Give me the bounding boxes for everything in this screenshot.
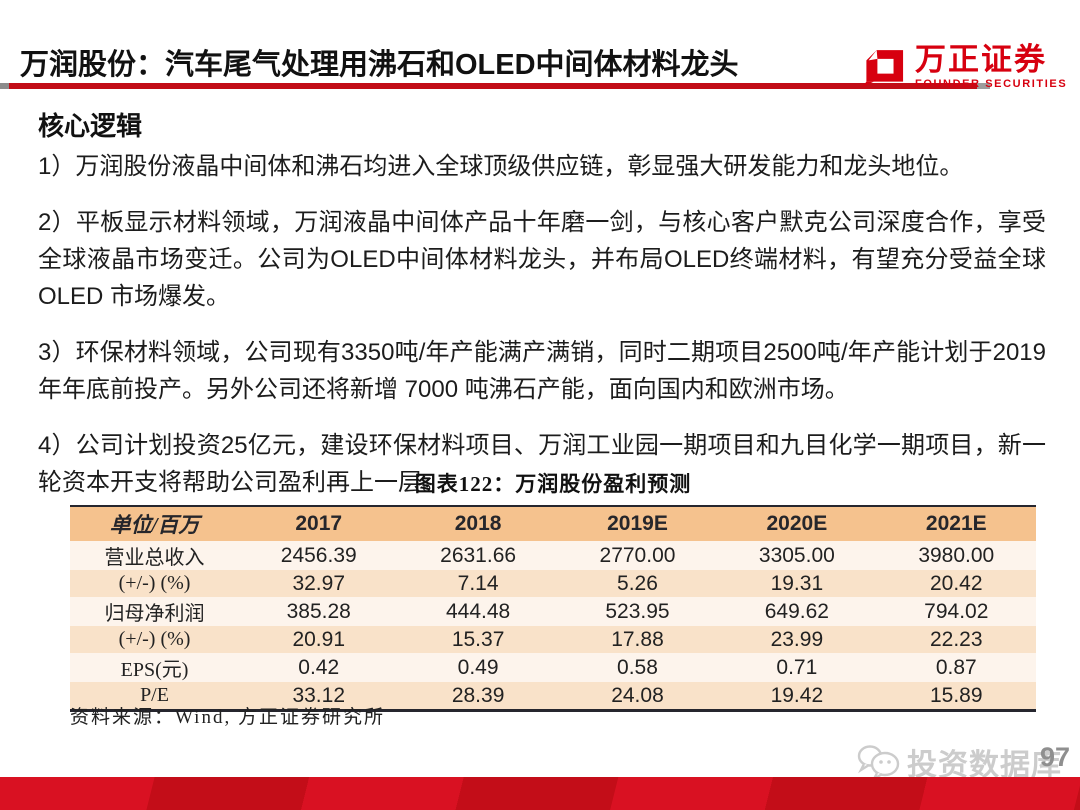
row-label: EPS(元) xyxy=(70,653,240,682)
table-cell: 24.08 xyxy=(557,682,718,711)
table-cell: 20.42 xyxy=(876,570,1036,597)
table-cell: 5.26 xyxy=(557,570,718,597)
table-cell: 17.88 xyxy=(557,626,718,653)
table-row: 归母净利润 385.28 444.48 523.95 649.62 794.02 xyxy=(70,597,1036,626)
key-logic-paragraphs: 1）万润股份液晶中间体和沸石均进入全球顶级供应链，彰显强大研发能力和龙头地位。 … xyxy=(38,148,1046,520)
table-row: (+/-) (%) 32.97 7.14 5.26 19.31 20.42 xyxy=(70,570,1036,597)
underline-right-cap xyxy=(977,83,990,89)
table-column-header: 单位/百万 xyxy=(70,506,240,541)
table-column-header: 2017 xyxy=(239,506,399,541)
page-title: 万润股份：汽车尾气处理用沸石和OLED中间体材料龙头 xyxy=(20,49,739,82)
row-label: 营业总收入 xyxy=(70,541,240,570)
row-label: 归母净利润 xyxy=(70,597,240,626)
underline-left-cap xyxy=(0,83,9,89)
watermark: 投资数据库 xyxy=(857,740,1062,784)
page-number: 97 xyxy=(1040,742,1071,772)
brand-name-cn: 万正证券 xyxy=(915,42,1047,77)
table-column-header: 2018 xyxy=(398,506,558,541)
table-cell: 2631.66 xyxy=(398,541,558,570)
table-cell: 0.42 xyxy=(239,653,399,682)
table-cell: 33.12 xyxy=(239,682,399,711)
table-cell: 523.95 xyxy=(557,597,718,626)
table-column-header: 2021E xyxy=(876,506,1036,541)
table-cell: 2770.00 xyxy=(557,541,718,570)
table-row: 营业总收入 2456.39 2631.66 2770.00 3305.00 3980.00 xyxy=(70,541,1036,570)
underline-red-bar xyxy=(9,83,977,89)
brand-text: 万正证券 FOUNDER SECURITIES xyxy=(915,42,1068,90)
table-row: EPS(元) 0.42 0.49 0.58 0.71 0.87 xyxy=(70,653,1036,682)
watermark-label: 投资数据库 xyxy=(907,749,1062,782)
paragraph-3: 3）环保材料领域，公司现有3350吨/年产能满产满销，同时二期项目2500吨/年… xyxy=(38,339,1046,403)
table-column-header: 2019E xyxy=(557,506,718,541)
table-cell: 7.14 xyxy=(398,570,558,597)
profit-forecast-table: 单位/百万 2017 2018 2019E 2020E 2021E 营业总收入 2456.3… xyxy=(70,505,1036,712)
table-cell: 20.91 xyxy=(239,626,399,653)
row-label: (+/-) (%) xyxy=(70,626,240,653)
paragraph-2: 2）平板显示材料领域，万润液晶中间体产品十年磨一剑，与核心客户默克公司深度合作，… xyxy=(38,209,1046,310)
brand-name-en: FOUNDER SECURITIES xyxy=(915,78,1068,90)
bottom-red-bar xyxy=(0,777,1080,810)
table-cell: 32.97 xyxy=(239,570,399,597)
table-cell: 15.37 xyxy=(398,626,558,653)
table-cell: 15.89 xyxy=(876,682,1036,711)
table-cell: 444.48 xyxy=(398,597,558,626)
table-cell: 649.62 xyxy=(717,597,877,626)
table-row: (+/-) (%) 20.91 15.37 17.88 23.99 22.23 xyxy=(70,626,1036,653)
paragraph-1: 1）万润股份液晶中间体和沸石均进入全球顶级供应链，彰显强大研发能力和龙头地位。 xyxy=(38,153,964,180)
brand-logo: 万正证券 FOUNDER SECURITIES xyxy=(862,42,1068,90)
section-heading: 核心逻辑 xyxy=(38,111,143,141)
table-cell: 23.99 xyxy=(717,626,877,653)
row-label: P/E xyxy=(70,682,240,711)
title-underline xyxy=(0,83,990,89)
table-cell: 794.02 xyxy=(876,597,1036,626)
table-cell: 19.31 xyxy=(717,570,877,597)
source-note: 资料来源：Wind, 方正证券研究所 xyxy=(70,707,385,728)
table-column-header: 2020E xyxy=(717,506,877,541)
table-row: P/E 33.12 28.39 24.08 19.42 15.89 xyxy=(70,682,1036,711)
paragraph-4: 4）公司计划投资25亿元，建设环保材料项目、万润工业园一期项目和九目化学一期项目… xyxy=(38,432,1046,496)
table-cell: 22.23 xyxy=(876,626,1036,653)
table-cell: 385.28 xyxy=(239,597,399,626)
figure-title: 图表122：万润股份盈利预测 xyxy=(414,472,692,496)
table-cell: 0.87 xyxy=(876,653,1036,682)
row-label: (+/-) (%) xyxy=(70,570,240,597)
table-cell: 19.42 xyxy=(717,682,877,711)
table-cell: 0.71 xyxy=(717,653,877,682)
table-header-row: 单位/百万 2017 2018 2019E 2020E 2021E xyxy=(70,506,1036,541)
chat-bubbles-icon xyxy=(857,745,900,780)
founder-cube-icon xyxy=(862,50,904,88)
profit-forecast-figure: 图表122：万润股份盈利预测 单位/百万 2017 2018 2019E 2020E 20… xyxy=(70,468,1036,712)
table-cell: 2456.39 xyxy=(239,541,399,570)
table-cell: 0.49 xyxy=(398,653,558,682)
table-cell: 0.58 xyxy=(557,653,718,682)
table-cell: 3305.00 xyxy=(717,541,877,570)
table-cell: 28.39 xyxy=(398,682,558,711)
table-cell: 3980.00 xyxy=(876,541,1036,570)
